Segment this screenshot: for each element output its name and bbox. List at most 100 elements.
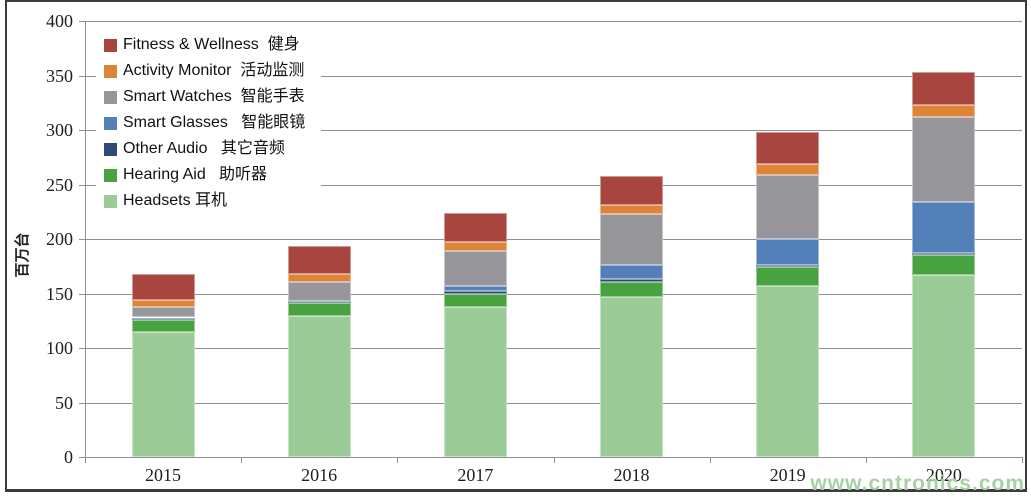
bar-segment-2017-hearing xyxy=(443,293,507,307)
y-tick-mark xyxy=(79,75,85,77)
bar-segment-2016-smart xyxy=(287,281,351,302)
bar-segment-2020-hearing xyxy=(912,255,976,275)
x-tick-label-2015: 2015 xyxy=(145,465,181,485)
gridline-400 xyxy=(85,21,1022,22)
gridline-150 xyxy=(85,293,1022,295)
bar-segment-2019-headsets xyxy=(756,285,820,457)
bar-2016 xyxy=(287,21,351,457)
legend-label: Headsets 耳机 xyxy=(123,192,228,209)
plot-area xyxy=(85,21,1022,457)
bar-segment-2017-smart xyxy=(443,285,507,292)
legend-label: Activity Monitor 活动监测 xyxy=(123,62,305,79)
legend-label: Other Audio 其它音频 xyxy=(123,140,285,157)
legend-item: Other Audio 其它音频 xyxy=(104,136,305,162)
bar-segment-2019-activity xyxy=(756,163,820,175)
bar-segment-2018-smart xyxy=(600,265,664,280)
y-tick-label: 400 xyxy=(46,11,73,31)
bar-segment-2020-headsets xyxy=(912,274,976,457)
bar-segment-2019-hearing xyxy=(756,267,820,286)
x-tick-mark xyxy=(553,457,555,463)
x-tick-label-2018: 2018 xyxy=(613,465,650,485)
y-tick-mark xyxy=(79,21,85,22)
y-tick-label: 100 xyxy=(46,338,73,358)
bar-2019 xyxy=(756,21,820,457)
bar-segment-2015-headsets xyxy=(131,331,195,457)
bar-segment-2018-smart xyxy=(600,213,664,266)
bar-segment-2017-activity xyxy=(443,242,507,251)
bar-segment-2015-other xyxy=(131,318,195,320)
watermark: www.cntronics.com xyxy=(810,472,1025,495)
y-tick-label: 200 xyxy=(46,229,73,249)
bar-2015 xyxy=(131,21,195,457)
bar-segment-2018-fitness xyxy=(600,175,664,206)
bar-segment-2015-hearing xyxy=(131,319,195,332)
legend-item: Activity Monitor 活动监测 xyxy=(104,58,305,84)
bar-segment-2015-fitness xyxy=(131,273,195,301)
x-tick-label-2017: 2017 xyxy=(457,465,494,485)
x-tick-label-2019: 2019 xyxy=(769,465,806,485)
legend-swatch-icon xyxy=(104,168,117,182)
legend-item: Headsets 耳机 xyxy=(104,188,305,214)
bar-segment-2017-smart xyxy=(443,251,507,286)
legend-label: Smart Watches 智能手表 xyxy=(123,88,305,105)
bar-segment-2020-fitness xyxy=(912,72,976,105)
bar-segment-2016-other xyxy=(287,302,351,304)
bar-segment-2016-hearing xyxy=(287,303,351,317)
bar-segment-2020-smart xyxy=(912,201,976,254)
bar-segment-2017-other xyxy=(443,291,507,294)
y-tick-mark xyxy=(79,184,85,186)
x-tick-mark xyxy=(709,457,711,463)
y-tick-mark xyxy=(79,348,85,349)
bar-segment-2020-smart xyxy=(912,116,976,202)
x-tick-mark xyxy=(397,457,399,463)
bar-segment-2015-smart xyxy=(131,317,195,319)
bar-segment-2017-headsets xyxy=(443,306,507,457)
bar-segment-2019-smart xyxy=(756,239,820,266)
legend-swatch-icon xyxy=(104,38,117,52)
y-tick-mark xyxy=(79,293,85,295)
bar-segment-2020-other xyxy=(912,253,976,256)
y-tick-mark xyxy=(79,402,85,404)
y-tick-label: 50 xyxy=(55,392,73,413)
bar-2020 xyxy=(912,21,976,457)
legend-swatch-icon xyxy=(104,64,117,78)
bar-segment-2016-smart xyxy=(287,301,351,303)
gridline-200 xyxy=(85,239,1022,240)
y-tick-label: 250 xyxy=(46,174,73,195)
y-tick-mark xyxy=(79,239,85,240)
bar-segment-2018-headsets xyxy=(600,296,664,457)
bar-segment-2016-fitness xyxy=(287,245,351,274)
legend-label: Smart Glasses 智能眼镜 xyxy=(123,114,306,131)
legend-swatch-icon xyxy=(104,116,117,130)
x-tick-mark xyxy=(241,457,243,463)
y-tick-label: 0 xyxy=(64,447,73,467)
bar-segment-2016-headsets xyxy=(287,316,351,457)
x-tick-mark xyxy=(85,457,86,463)
bar-segment-2016-activity xyxy=(287,273,351,282)
bar-2017 xyxy=(443,21,507,457)
bar-2018 xyxy=(600,21,664,457)
legend-swatch-icon xyxy=(104,142,117,156)
legend-swatch-icon xyxy=(104,194,117,208)
bar-segment-2018-activity xyxy=(600,205,664,214)
bar-segment-2017-fitness xyxy=(443,212,507,243)
legend-swatch-icon xyxy=(104,90,117,104)
x-tick-mark xyxy=(1022,457,1023,463)
bar-segment-2018-hearing xyxy=(600,281,664,297)
y-axis-title: 百万台 xyxy=(14,232,31,278)
bar-segment-2019-smart xyxy=(756,174,820,239)
x-tick-mark xyxy=(865,457,867,463)
y-tick-mark xyxy=(79,130,85,131)
gridline-300 xyxy=(85,130,1022,131)
legend-item: Hearing Aid 助听器 xyxy=(104,162,305,188)
y-tick-label: 300 xyxy=(46,120,73,140)
x-tick-label-2016: 2016 xyxy=(301,465,338,485)
gridline-250 xyxy=(85,184,1022,186)
legend-label: Hearing Aid 助听器 xyxy=(123,166,268,183)
legend-item: Fitness & Wellness 健身 xyxy=(104,32,305,58)
y-axis-line xyxy=(85,21,86,457)
bar-segment-2018-other xyxy=(600,279,664,282)
x-tick-label-2020: 2020 xyxy=(925,465,962,485)
bar-segment-2020-activity xyxy=(912,104,976,117)
